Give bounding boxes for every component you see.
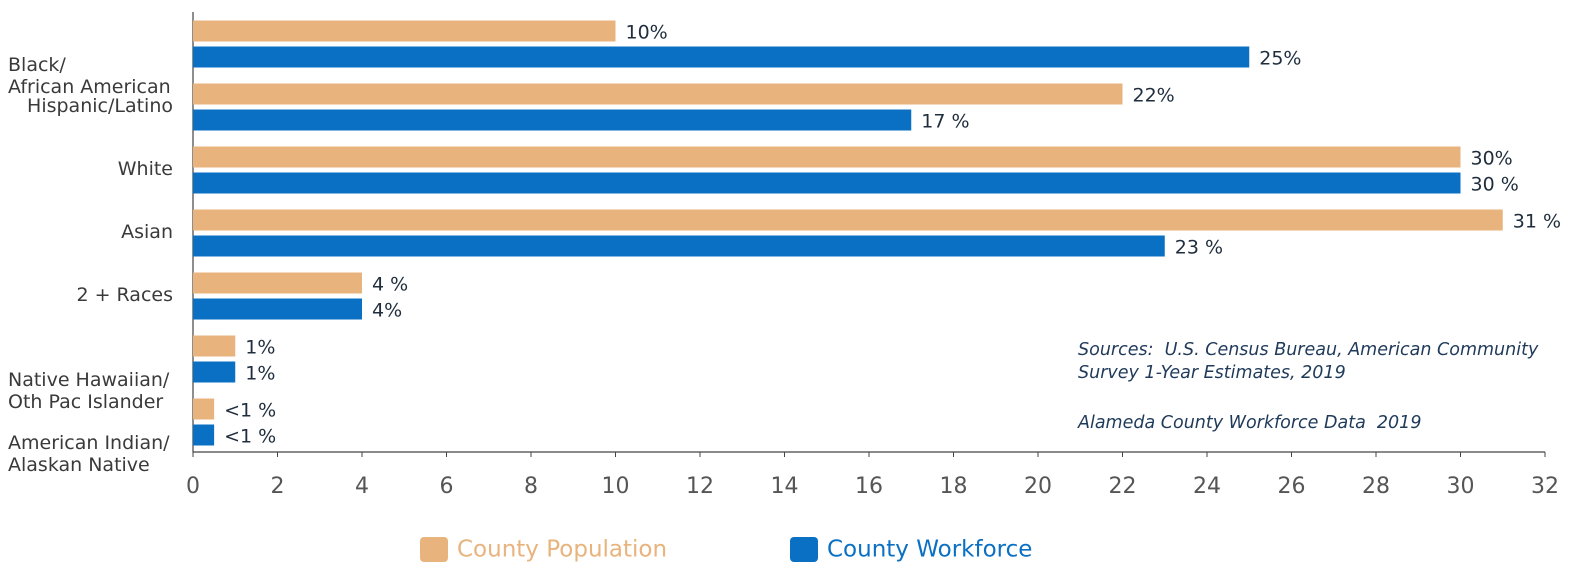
x-tick-label: 24 [1193, 474, 1221, 499]
bar [193, 424, 215, 446]
source-note: Survey 1-Year Estimates, 2019 [1078, 363, 1346, 383]
value-label: 22% [1133, 85, 1175, 107]
value-label: 23 % [1175, 237, 1223, 259]
legend-label: County Workforce [827, 537, 1032, 563]
legend-label: County Population [457, 537, 667, 563]
x-tick-label: 6 [440, 474, 454, 499]
x-tick-label: 0 [186, 474, 200, 499]
x-tick-label: 16 [855, 474, 883, 499]
x-tick-label: 26 [1278, 474, 1306, 499]
x-tick-label: 18 [940, 474, 968, 499]
legend-swatch [790, 537, 818, 562]
category-label: American Indian/ Alaskan Native [8, 432, 170, 476]
source-note: Sources: U.S. Census Bureau, American Co… [1078, 340, 1539, 360]
value-label: 31 % [1513, 211, 1561, 233]
bar [193, 83, 1123, 105]
x-tick-label: 10 [602, 474, 630, 499]
category-label: Asian [121, 221, 173, 243]
bar [193, 298, 362, 320]
bar [193, 109, 912, 131]
value-label: 4 % [372, 274, 408, 296]
category-label: Hispanic/Latino [27, 95, 173, 117]
bar [193, 272, 362, 294]
x-tick-label: 8 [524, 474, 538, 499]
bar [193, 209, 1503, 231]
bar [193, 46, 1250, 68]
value-label: <1 % [224, 426, 276, 448]
category-label: White [117, 158, 173, 180]
value-label: 30 % [1471, 174, 1519, 196]
x-tick-label: 30 [1447, 474, 1475, 499]
bar [193, 172, 1461, 194]
category-label: Black/ African American [8, 54, 171, 98]
value-label: 25% [1259, 48, 1301, 70]
x-tick-label: 32 [1531, 474, 1559, 499]
value-label: 10% [626, 22, 668, 44]
value-label: 17 % [921, 111, 969, 133]
bar [193, 20, 616, 42]
x-tick-label: 22 [1109, 474, 1137, 499]
category-label: Native Hawaiian/ Oth Pac Islander [8, 369, 170, 413]
x-tick-label: 14 [771, 474, 799, 499]
category-label: 2 + Races [76, 284, 173, 306]
value-label: 1% [245, 363, 275, 385]
value-label: 1% [245, 337, 275, 359]
value-label: 30% [1471, 148, 1513, 170]
bar [193, 335, 236, 357]
x-tick-label: 2 [271, 474, 285, 499]
bar [193, 235, 1165, 257]
bar [193, 398, 215, 420]
bar [193, 361, 236, 383]
legend-swatch [420, 537, 448, 562]
x-tick-label: 12 [686, 474, 714, 499]
value-label: <1 % [224, 400, 276, 422]
value-label: 4% [372, 300, 402, 322]
x-tick-label: 20 [1024, 474, 1052, 499]
bar [193, 146, 1461, 168]
x-tick-label: 4 [355, 474, 369, 499]
source-note: Alameda County Workforce Data 2019 [1077, 413, 1421, 433]
x-tick-label: 28 [1362, 474, 1390, 499]
